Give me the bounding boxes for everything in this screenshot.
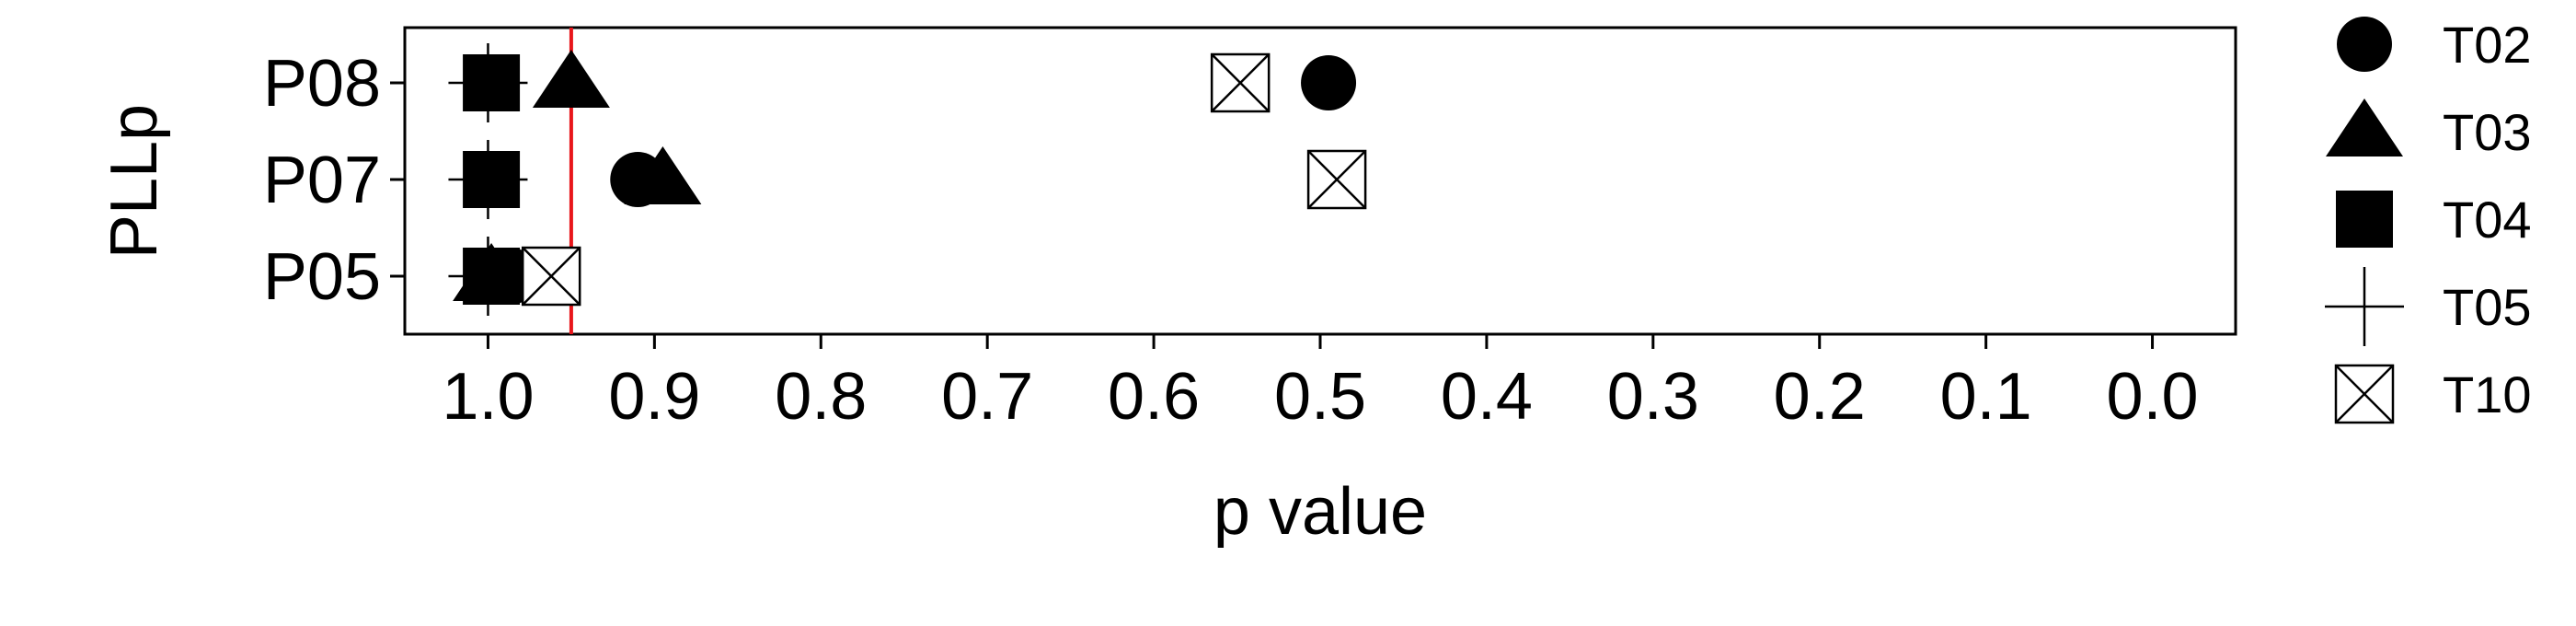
y-axis-title: PLLp	[98, 104, 171, 259]
data-point-t03	[624, 146, 702, 204]
x-axis-title: p value	[1213, 475, 1427, 549]
legend-label: T03	[2443, 103, 2532, 161]
legend-key-t02	[2337, 17, 2392, 72]
y-tick-label: P07	[263, 144, 381, 217]
legend-label: T02	[2443, 16, 2532, 74]
data-point-t05	[448, 237, 528, 316]
legend-key-t10	[2334, 364, 2395, 424]
data-point-t05	[448, 140, 528, 219]
x-tick-label: 0.5	[1274, 360, 1366, 434]
legend-label: T04	[2443, 191, 2532, 249]
y-tick-label: P05	[263, 240, 381, 314]
legend-key-t05	[2325, 267, 2404, 346]
legend-label: T10	[2443, 365, 2532, 423]
data-point-t10	[521, 246, 581, 307]
data-point-t02	[1301, 55, 1357, 110]
x-tick-label: 0.7	[941, 360, 1033, 434]
x-axis: 1.0 0.9 0.8 0.7 0.6 0.5 0.4 0.3 0.2 0.1 0.0	[442, 334, 2199, 434]
x-tick-label: 1.0	[442, 360, 534, 434]
x-tick-label: 0.6	[1108, 360, 1200, 434]
x-tick-label: 0.2	[1774, 360, 1866, 434]
data-point-t05	[448, 43, 528, 122]
y-axis: P05 P07 P08	[263, 47, 405, 314]
x-tick-label: 0.3	[1607, 360, 1699, 434]
data-point-t10	[1210, 52, 1271, 113]
legend: T02 T03 T04 T05 T10	[2325, 16, 2532, 424]
data-points-layer	[448, 43, 1367, 316]
legend-key-t03	[2326, 99, 2403, 156]
x-tick-label: 0.4	[1441, 360, 1533, 434]
data-point-t03	[532, 50, 610, 108]
data-point-t10	[1306, 149, 1367, 210]
x-tick-label: 0.8	[775, 360, 867, 434]
legend-label: T05	[2443, 278, 2532, 336]
x-tick-label: 0.9	[608, 360, 700, 434]
legend-key-t04	[2336, 191, 2393, 248]
x-tick-label: 0.1	[1940, 360, 2032, 434]
y-tick-label: P08	[263, 47, 381, 121]
x-tick-label: 0.0	[2106, 360, 2198, 434]
